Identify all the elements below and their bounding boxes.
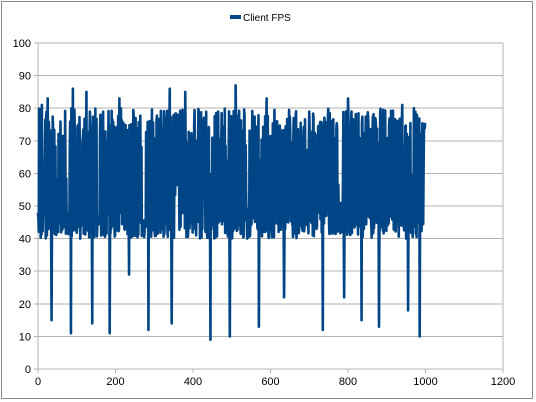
xtick-label-800: 800 <box>339 376 357 388</box>
ytick-label-0: 0 <box>25 364 31 376</box>
xtick-label-1200: 1200 <box>491 376 515 388</box>
ytick-label-100: 100 <box>13 38 31 50</box>
legend-label-client-fps: Client FPS <box>243 13 291 24</box>
series-client-fps <box>36 84 427 341</box>
ytick-label-70: 70 <box>19 136 31 148</box>
xtick-label-1000: 1000 <box>413 376 437 388</box>
xtick-label-400: 400 <box>184 376 202 388</box>
ytick-label-30: 30 <box>19 266 31 278</box>
legend: Client FPS <box>230 13 291 24</box>
ytick-label-20: 20 <box>19 299 31 311</box>
ytick-label-60: 60 <box>19 168 31 180</box>
legend-swatch-client-fps <box>230 15 241 19</box>
ytick-label-80: 80 <box>19 103 31 115</box>
xtick-label-600: 600 <box>261 376 279 388</box>
series-line-client-fps <box>36 84 427 341</box>
xtick-label-200: 200 <box>106 376 124 388</box>
xtick-label-0: 0 <box>35 376 41 388</box>
ytick-label-50: 50 <box>19 201 31 213</box>
ytick-label-90: 90 <box>19 71 31 83</box>
ytick-label-10: 10 <box>19 331 31 343</box>
ytick-label-40: 40 <box>19 234 31 246</box>
